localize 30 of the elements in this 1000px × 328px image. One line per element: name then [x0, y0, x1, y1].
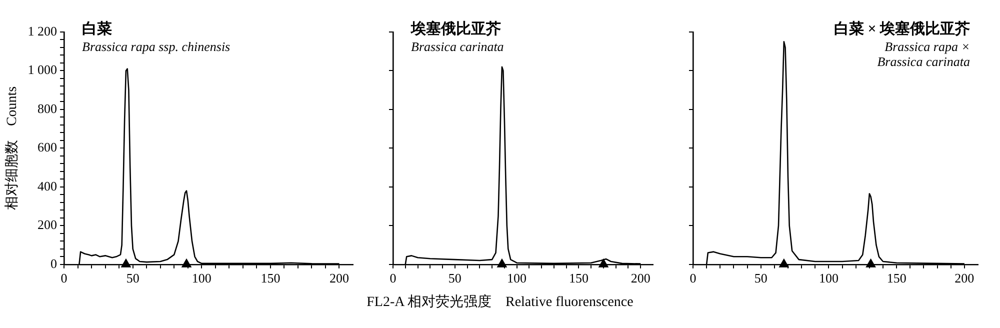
- x-tick-label: 100: [818, 270, 838, 286]
- x-tick-label: 50: [126, 270, 140, 286]
- x-tick-label: 150: [260, 270, 280, 286]
- chart-title: 白菜: [82, 20, 112, 38]
- chart-title: 埃塞俄比亚芥: [410, 19, 501, 38]
- x-tick-label: 150: [886, 270, 906, 286]
- x-tick-label: 50: [754, 270, 768, 286]
- x-tick-label: 100: [192, 270, 212, 286]
- y-tick-label: 400: [38, 178, 58, 194]
- x-tick-label: 50: [448, 270, 462, 286]
- y-tick-label: 1 200: [28, 23, 58, 38]
- chart-title: 白菜 × 埃塞俄比亚芥: [834, 19, 970, 38]
- x-tick-label: 100: [507, 270, 527, 286]
- x-tick-label: 200: [954, 270, 974, 286]
- text: Brassica rapa ssp. chinensis: [82, 38, 230, 54]
- x-axis-title: FL2-A 相对荧光强度 Relative fluorenscence: [366, 293, 634, 311]
- text: Brassica carinata: [411, 38, 504, 54]
- y-tick-label: 200: [38, 217, 58, 232]
- x-tick-label: 200: [630, 270, 650, 286]
- text: Brassica rapa × Brassica carinata: [877, 38, 970, 69]
- y-tick-label: 600: [38, 140, 58, 155]
- y-tick-label: 0: [50, 256, 58, 271]
- x-tick-label: 0: [60, 270, 68, 286]
- y-tick-label: 800: [38, 100, 58, 116]
- x-tick-label: 0: [390, 270, 396, 286]
- y-tick-label: 1 000: [28, 62, 58, 78]
- x-tick-label: 150: [568, 270, 588, 286]
- x-tick-label: 200: [329, 270, 349, 286]
- y-axis-title: 相对细胞数 Counts: [4, 86, 20, 210]
- x-tick-label: 0: [690, 270, 696, 286]
